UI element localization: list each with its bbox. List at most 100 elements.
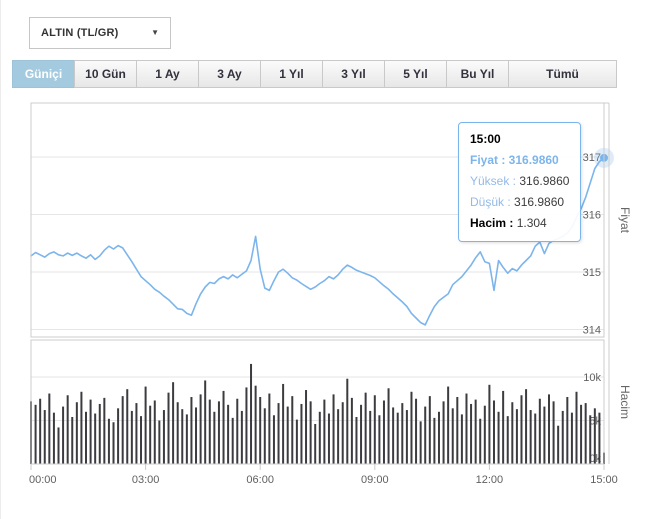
- volume-bar: [419, 421, 422, 464]
- volume-bar: [575, 391, 578, 464]
- volume-bar: [199, 394, 202, 464]
- volume-bar: [107, 418, 110, 464]
- volume-bar: [181, 409, 184, 464]
- tab-5yil[interactable]: 5 Yıl: [384, 60, 447, 88]
- tooltip-row-yüksek: Yüksek : 316.9860: [470, 174, 570, 188]
- volume-bar: [483, 405, 486, 464]
- price-plot-border: [30, 102, 605, 338]
- volume-bar: [263, 408, 266, 464]
- volume-bar: [254, 385, 257, 464]
- tab-3ay[interactable]: 3 Ay: [198, 60, 261, 88]
- symbol-select[interactable]: ALTIN (TL/GR) ▼: [29, 17, 171, 49]
- volume-bar: [277, 403, 280, 464]
- volume-bar: [314, 423, 317, 464]
- volume-bar: [520, 395, 523, 464]
- volume-bar: [98, 403, 101, 464]
- volume-bar: [57, 427, 60, 464]
- tooltip-row-hacim: Hacim : 1.304: [470, 216, 547, 230]
- volume-bar: [327, 413, 330, 464]
- volume-bar: [126, 389, 129, 464]
- volume-axis-label: 10k: [583, 372, 601, 384]
- x-axis-label: 03:00: [132, 474, 160, 486]
- tab-3yil[interactable]: 3 Yıl: [322, 60, 385, 88]
- volume-bar: [259, 396, 262, 464]
- volume-bar: [176, 402, 179, 464]
- tooltip-time: 15:00: [470, 132, 501, 146]
- volume-bar: [172, 382, 175, 464]
- volume-bar: [135, 403, 138, 464]
- volume-bar: [525, 389, 528, 464]
- price-axis-label: 314: [583, 325, 601, 337]
- volume-bar: [75, 402, 78, 464]
- volume-axis-title: Hacim: [618, 385, 632, 419]
- volume-bar: [364, 392, 367, 464]
- range-tabs: Güniçi 10 Gün 1 Ay 3 Ay 1 Yıl 3 Yıl 5 Yıl Bu Yı…: [12, 60, 617, 88]
- volume-bar: [217, 401, 220, 464]
- volume-bar: [71, 417, 74, 464]
- volume-bar: [341, 402, 344, 464]
- volume-bar: [497, 411, 500, 464]
- volume-bar: [34, 404, 37, 464]
- tab-buyil[interactable]: Bu Yıl: [446, 60, 509, 88]
- volume-bar: [130, 410, 133, 464]
- volume-bar: [511, 402, 514, 464]
- x-axis-label: 00:00: [29, 474, 57, 486]
- price-axis-title: Fiyat: [618, 207, 632, 234]
- x-axis-label: 15:00: [590, 474, 618, 486]
- volume-bar: [424, 406, 427, 464]
- volume-bar: [272, 415, 275, 464]
- tab-tumu[interactable]: Tümü: [508, 60, 617, 88]
- volume-bar: [39, 398, 42, 464]
- volume-plot-border: [30, 339, 605, 465]
- volume-bar: [62, 406, 65, 464]
- volume-bar: [437, 411, 440, 464]
- volume-bar: [80, 391, 83, 464]
- volume-bar: [227, 404, 230, 464]
- price-pane: 314 315 316 317: [30, 147, 614, 337]
- volume-bar: [396, 412, 399, 464]
- volume-bar: [447, 386, 450, 464]
- chart-tooltip: 15:00 Fiyat : 316.9860 Yüksek : 316.9860 D…: [458, 122, 582, 242]
- volume-bar: [318, 411, 321, 464]
- volume-bar: [547, 394, 550, 464]
- volume-bar: [534, 413, 537, 464]
- volume-bar: [48, 393, 51, 464]
- volume-bar: [415, 398, 418, 464]
- volume-bar: [502, 390, 505, 464]
- volume-bar: [43, 410, 46, 464]
- volume-bar: [282, 383, 285, 464]
- volume-bar: [323, 399, 326, 464]
- volume-bar: [286, 406, 289, 464]
- x-axis-label: 12:00: [476, 474, 504, 486]
- volume-bar: [552, 401, 555, 464]
- volume-bar: [240, 410, 243, 464]
- volume-bar: [346, 378, 349, 464]
- volume-bar: [162, 410, 165, 464]
- volume-bar: [245, 387, 248, 464]
- volume-bar: [291, 396, 294, 464]
- volume-bar: [222, 390, 225, 464]
- volume-bar: [185, 414, 188, 464]
- tab-gunici[interactable]: Güniçi: [12, 60, 75, 88]
- volume-bar: [561, 410, 564, 464]
- tab-10gun[interactable]: 10 Gün: [74, 60, 137, 88]
- volume-bar: [580, 404, 583, 464]
- volume-bar: [355, 417, 358, 464]
- volume-bar: [584, 403, 587, 464]
- tooltip-row-düşük: Düşük : 316.9860: [470, 195, 565, 209]
- volume-bar: [121, 396, 124, 464]
- tooltip-row-fiyat: Fiyat : 316.9860: [470, 153, 559, 167]
- volume-bar: [236, 398, 239, 464]
- symbol-select-value: ALTIN (TL/GR): [41, 27, 119, 39]
- volume-bar: [506, 416, 509, 464]
- volume-bar: [305, 390, 308, 464]
- x-axis-label: 09:00: [361, 474, 389, 486]
- volume-bar: [460, 414, 463, 464]
- volume-bar: [332, 394, 335, 464]
- volume-bar: [538, 398, 541, 464]
- volume-bar: [103, 397, 106, 464]
- tab-1yil[interactable]: 1 Yıl: [260, 60, 323, 88]
- volume-bar: [149, 405, 152, 464]
